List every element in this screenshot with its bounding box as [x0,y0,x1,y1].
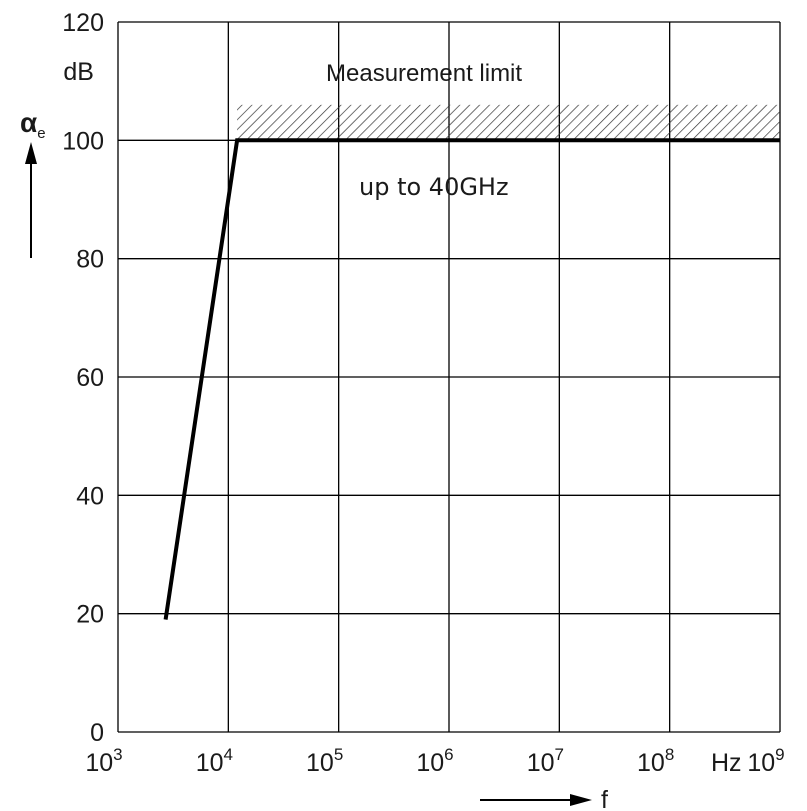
y-tick-label: 0 [90,719,104,747]
series-group [163,138,780,620]
y-tick-label: 60 [76,364,104,392]
y-axis-label: αe [20,107,46,142]
measurement-limit-band [237,104,780,141]
x-tick-label: 103 [85,745,122,777]
y-axis-subscript: e [37,125,45,142]
x-tick-label: 109 [747,745,784,777]
y-tick-label: 100 [62,127,104,155]
x-tick-label: 105 [306,745,343,777]
y-axis-symbol: α [20,107,37,138]
frequency-note-label: up to 40GHz [359,173,509,201]
x-tick-label: 104 [196,745,233,777]
y-axis-arrow-head [25,142,37,164]
y-tick-labels: 0 20 40 60 80 100 120 [62,9,104,747]
y-tick-label: 80 [76,246,104,274]
x-tick-label: 107 [527,745,564,777]
x-tick-labels: 103 104 105 106 107 108 109 [85,745,784,777]
x-unit-label: Hz [711,749,742,777]
x-axis-arrow-head [570,794,592,806]
series-line [163,138,780,620]
x-axis-label: f [601,786,608,811]
y-unit-label: dB [63,58,94,86]
measurement-limit-label: Measurement limit [326,60,522,87]
x-tick-label: 108 [637,745,674,777]
x-tick-label: 106 [416,745,453,777]
y-tick-label: 40 [76,482,104,510]
y-tick-label: 120 [62,9,104,37]
y-tick-label: 20 [76,601,104,629]
